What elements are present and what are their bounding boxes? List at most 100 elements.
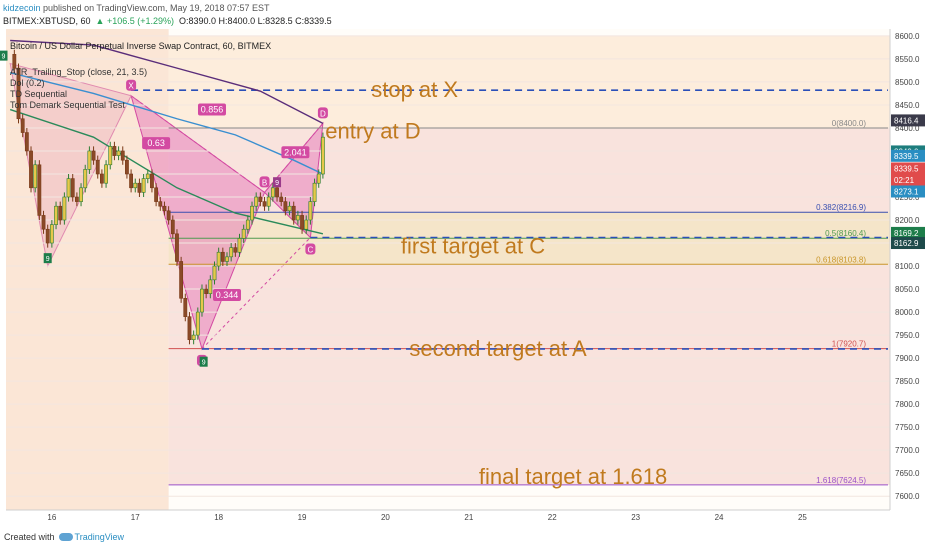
candle xyxy=(204,288,209,294)
fib-label: 1.618(7624.5) xyxy=(816,476,866,485)
price-tick: 7950.0 xyxy=(895,331,920,340)
candle xyxy=(141,178,146,193)
price-tick: 7750.0 xyxy=(895,423,920,432)
fib-label: 0.382(8216.9) xyxy=(816,203,866,212)
indicator-label: Tom Demark Sequential Test xyxy=(10,100,125,110)
candle xyxy=(137,182,142,193)
candle xyxy=(295,215,300,221)
price-tick: 8250.0 xyxy=(895,193,920,202)
candle xyxy=(116,150,121,156)
ratio-label: 2.041 xyxy=(284,147,307,157)
td-marker xyxy=(199,356,208,367)
price-tick: 7700.0 xyxy=(895,446,920,455)
price-axis-bg xyxy=(890,29,932,510)
candle xyxy=(270,187,275,198)
candle xyxy=(129,173,133,189)
ratio-box xyxy=(197,103,226,116)
candle xyxy=(49,224,54,244)
candle xyxy=(187,316,192,340)
candle xyxy=(66,178,71,198)
candle xyxy=(62,196,67,221)
indicator-label: ATR_Trailing_Stop (close, 21, 3.5) xyxy=(10,67,147,77)
moving-average-line xyxy=(10,39,324,124)
candle xyxy=(54,205,58,225)
candle xyxy=(279,196,284,202)
pattern-ac xyxy=(201,237,311,350)
fib-label: 0.618(8103.8) xyxy=(816,255,866,264)
indicator-label: Dol (0.2) xyxy=(10,78,45,88)
pattern-point-label: C xyxy=(308,246,314,255)
price-badge-label: 8416.4 xyxy=(894,116,919,125)
candle xyxy=(20,118,25,133)
candle xyxy=(29,150,33,189)
candle xyxy=(237,238,242,253)
time-tick: 21 xyxy=(464,513,473,522)
moving-average-line xyxy=(9,108,324,235)
price-tick: 7800.0 xyxy=(895,400,920,409)
candle xyxy=(179,261,184,299)
price-tick: 8500.0 xyxy=(895,78,920,87)
candle xyxy=(175,233,179,262)
td-marker-label: 9 xyxy=(46,256,50,263)
candle xyxy=(104,164,108,184)
candle xyxy=(308,201,313,221)
candle xyxy=(275,187,279,198)
left-shade xyxy=(6,29,169,510)
ratio-label: 0.856 xyxy=(201,104,224,114)
price-badge xyxy=(891,237,925,250)
symbol-label: BITMEX:XBTUSD, 60 xyxy=(3,16,91,26)
price-tick: 8000.0 xyxy=(895,308,920,317)
candle xyxy=(87,150,92,170)
candle xyxy=(220,251,225,262)
ohlc-header: BITMEX:XBTUSD, 60 ▲ +106.5 (+1.29%) O:83… xyxy=(3,16,332,26)
annotation-text: stop at X xyxy=(371,77,458,102)
candle xyxy=(216,251,221,267)
candle xyxy=(241,228,246,239)
candle xyxy=(83,169,88,189)
fib-label: 0.5(8160.4) xyxy=(825,229,866,238)
candle xyxy=(70,178,75,198)
fib-zone xyxy=(168,127,891,485)
candle xyxy=(150,173,154,189)
ohlc-values: O:8390.0 H:8400.0 L:8328.5 C:8339.5 xyxy=(179,16,332,26)
candle xyxy=(125,159,129,175)
candle xyxy=(162,205,167,212)
td-marker-label: 9 xyxy=(2,54,6,61)
pattern-point-c xyxy=(305,243,316,255)
price-badge-label: 8162.9 xyxy=(894,239,919,248)
pattern-point-label: D xyxy=(320,109,326,118)
candle xyxy=(100,173,104,184)
candle xyxy=(37,164,42,216)
author-name[interactable]: kidzecoin xyxy=(3,3,41,13)
pattern-point-label: X xyxy=(128,82,134,91)
price-badge-label: 8339.5 xyxy=(894,164,919,173)
td-marker-label: 9 xyxy=(202,360,206,367)
publish-text: published on TradingView.com, May 19, 20… xyxy=(40,3,270,13)
candle xyxy=(74,196,79,202)
price-tick: 8450.0 xyxy=(895,101,920,110)
candle xyxy=(266,196,271,207)
candle xyxy=(212,265,217,281)
price-tick: 8400.0 xyxy=(895,124,920,133)
td-marker xyxy=(0,50,8,61)
time-tick: 17 xyxy=(131,513,140,522)
footer-brand[interactable]: TradingView xyxy=(74,532,125,542)
td-marker xyxy=(273,177,282,188)
candle xyxy=(95,159,100,175)
price-tick: 7850.0 xyxy=(895,377,920,386)
price-tick: 7650.0 xyxy=(895,469,920,478)
annotation-text: final target at 1.618 xyxy=(479,464,667,489)
time-tick: 19 xyxy=(298,513,307,522)
time-tick: 16 xyxy=(47,513,56,522)
candle xyxy=(233,247,238,253)
candle xyxy=(41,215,46,230)
ratio-label: 0.63 xyxy=(147,138,165,148)
price-badge-label: 02:21 xyxy=(894,176,915,185)
moving-average-line xyxy=(10,72,324,175)
candle xyxy=(321,136,325,175)
chart-title: Bitcoin / US Dollar Perpetual Inverse Sw… xyxy=(10,41,271,51)
candle xyxy=(79,187,83,202)
candle xyxy=(45,228,50,244)
price-badge-label: 8169.2 xyxy=(894,229,919,238)
